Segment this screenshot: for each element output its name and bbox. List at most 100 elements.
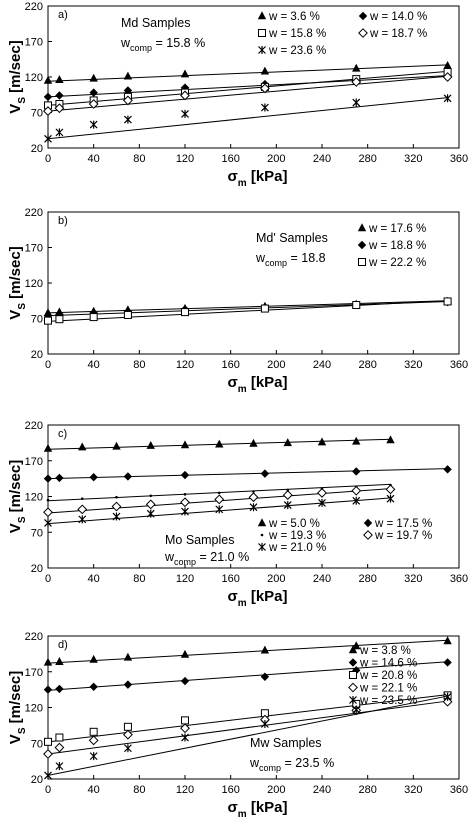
y-tick-label: 120 (25, 492, 43, 504)
legend-label: w = 19.7 % (374, 530, 432, 542)
x-tick-label: 360 (450, 784, 468, 796)
y-axis-title: VS [m/sec] (7, 246, 28, 319)
legend: w = 3.8 %w = 14.6 %w = 20.8 %w = 22.1 %w… (348, 645, 417, 707)
data-point (80, 497, 84, 500)
chart-panel-c: 20 70 120 170 220 0 40 80 120 160 200 240 280 320 360 σ… (7, 420, 468, 609)
data-point (443, 60, 452, 69)
x-tick-label: 280 (358, 359, 376, 371)
data-point (317, 437, 327, 446)
data-point (352, 705, 361, 714)
legend-marker (258, 29, 266, 37)
y-axis-title: VS [m/sec] (7, 460, 28, 533)
data-point (317, 488, 327, 498)
fit-line (47, 300, 448, 322)
y-tick-label: 170 (25, 37, 43, 49)
x-tick-label: 160 (221, 153, 239, 165)
y-tick-label: 20 (31, 774, 43, 786)
data-point (149, 494, 153, 498)
fit-line (47, 661, 448, 691)
data-point (54, 103, 65, 114)
data-point (55, 75, 64, 84)
x-tick-label: 40 (88, 359, 100, 371)
legend-marker (349, 671, 357, 679)
data-point (260, 66, 270, 75)
x-tick-label: 320 (404, 359, 422, 371)
data-point (89, 654, 98, 663)
data-point (249, 438, 258, 447)
plot-area (47, 211, 460, 355)
data-point (180, 497, 190, 508)
data-point (443, 636, 452, 645)
y-tick-label: 120 (25, 72, 43, 84)
legend-label: w = 23.5 % (359, 695, 417, 707)
data-point (43, 474, 53, 483)
legend-marker (349, 696, 357, 704)
series-1 (43, 435, 395, 452)
y-tick-label: 220 (25, 207, 43, 219)
data-point (77, 504, 88, 515)
data-point (123, 652, 133, 661)
data-point (88, 99, 99, 109)
x-tick-label: 240 (313, 359, 331, 371)
data-point (180, 440, 190, 449)
y-tick-label: 20 (31, 349, 43, 361)
data-point (78, 515, 87, 524)
data-point (283, 438, 292, 447)
data-point (43, 657, 53, 666)
data-point (43, 685, 53, 694)
data-point (54, 742, 65, 753)
chart-panel-b: 20 70 120 170 220 0 40 80 120 160 200 240 280 320 360 σ… (7, 207, 468, 395)
data-point (55, 315, 64, 324)
data-point (352, 496, 361, 505)
data-point (55, 762, 64, 771)
legend-marker (258, 543, 266, 551)
fit-line (47, 97, 448, 140)
data-point (443, 465, 452, 474)
fit-line (47, 700, 448, 755)
data-point (442, 72, 453, 82)
data-point (215, 505, 224, 514)
data-point (123, 472, 133, 481)
chart-panel-d: 20 70 120 170 220 0 40 80 120 160 200 240 280 320 360 σ… (7, 631, 468, 820)
x-tick-label: 120 (176, 573, 194, 585)
data-point (44, 737, 52, 746)
series-5 (44, 494, 395, 527)
series-4 (43, 72, 453, 116)
fit-line (47, 75, 448, 112)
series-1 (43, 636, 452, 666)
data-point (145, 499, 156, 510)
data-point (55, 684, 64, 694)
data-point (260, 469, 270, 478)
y-tick-label: 70 (31, 314, 43, 326)
panel-label: b) (58, 215, 68, 227)
y-tick-label: 20 (31, 143, 43, 155)
x-tick-label: 120 (176, 784, 194, 796)
data-point (55, 657, 64, 665)
legend-label: w = 18.8 % (368, 240, 426, 252)
x-tick-label: 80 (133, 784, 145, 796)
data-point (111, 501, 122, 512)
data-point (89, 73, 98, 82)
data-point (55, 91, 64, 100)
x-tick-label: 40 (88, 573, 100, 585)
x-tick-label: 80 (133, 153, 145, 165)
fit-line (47, 639, 448, 664)
legend-label: w = 3.8 % (359, 645, 411, 657)
series-4 (43, 484, 396, 518)
data-point (43, 75, 53, 84)
data-point (55, 128, 64, 137)
legend-label: w = 21.0 % (268, 542, 326, 554)
series-5 (44, 94, 452, 143)
legend: w = 17.6 % w = 18.8 % w = 22.2 % (357, 223, 426, 269)
data-point (260, 645, 270, 654)
data-point (89, 88, 98, 97)
data-point (443, 94, 452, 103)
x-tick-label: 360 (450, 573, 468, 585)
x-tick-label: 160 (221, 359, 239, 371)
series-3 (44, 691, 452, 746)
legend: w = 5.0 % w = 17.5 % w = 19.3 % w = 19.7 % w… (257, 518, 432, 554)
fit-line (47, 694, 448, 743)
legend-label: w = 5.0 % (268, 518, 320, 530)
